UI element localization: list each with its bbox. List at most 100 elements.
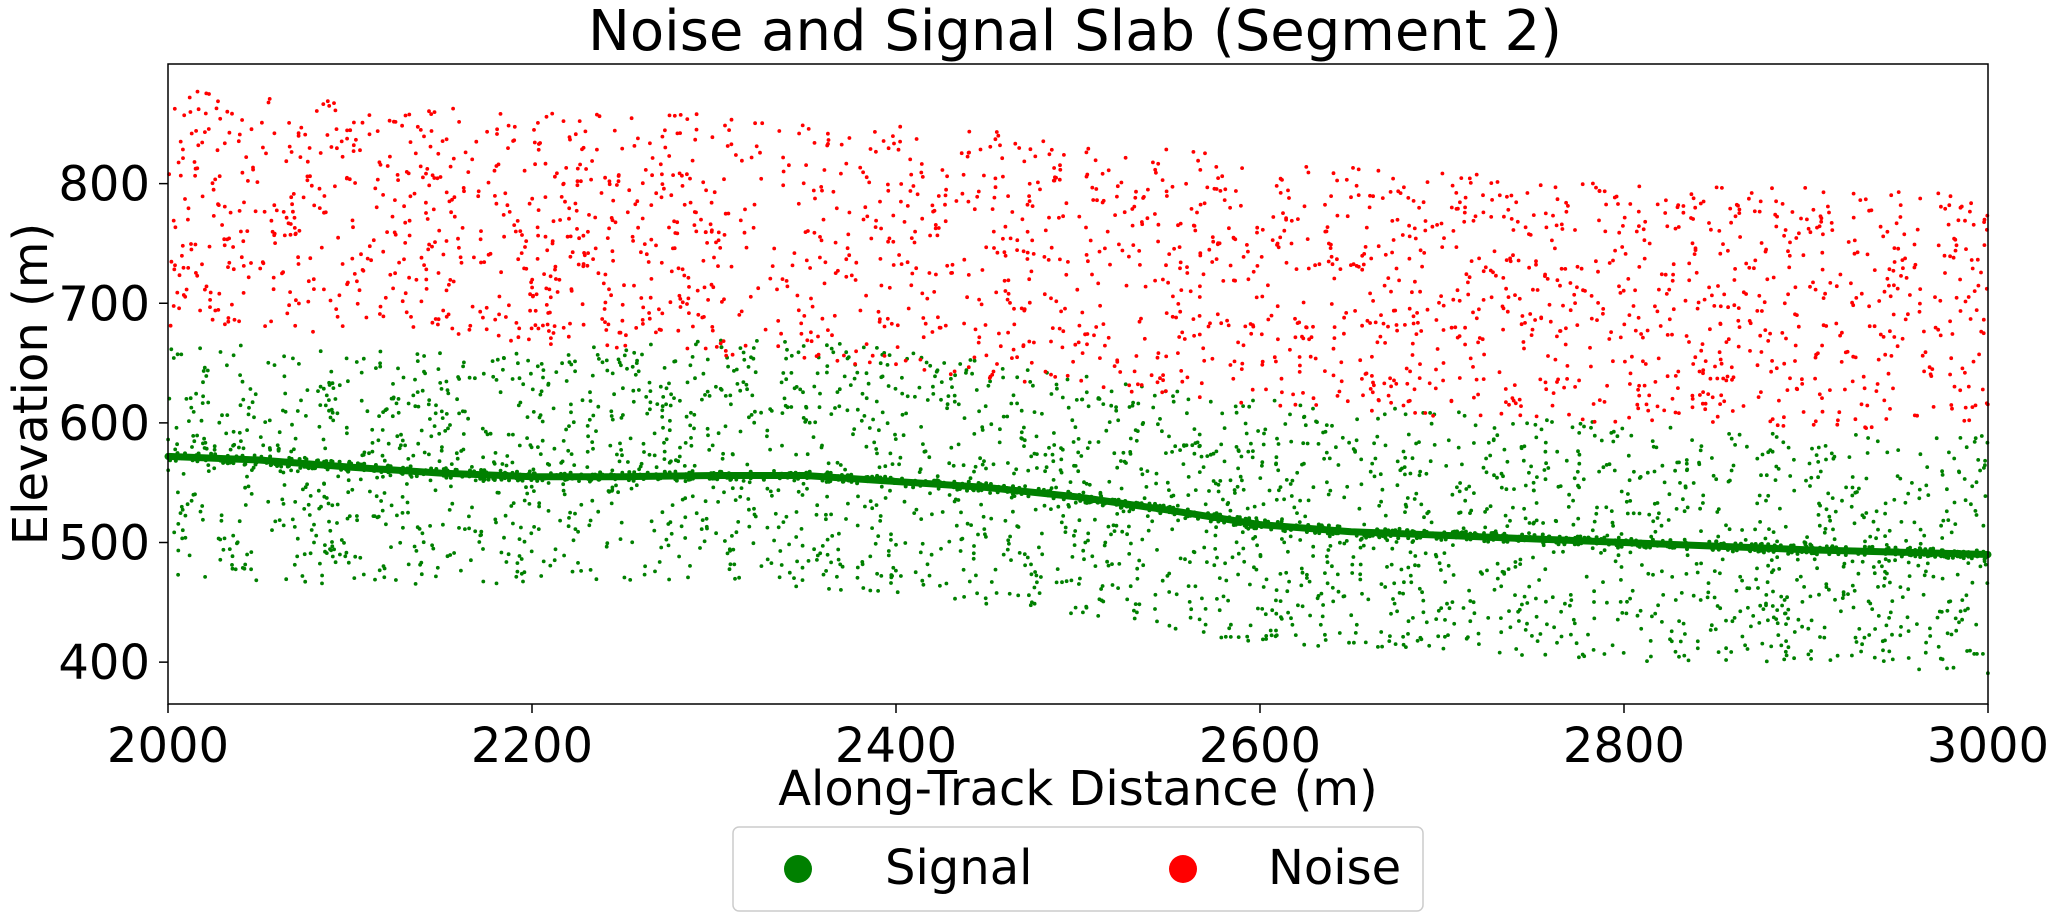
signal-point — [1818, 635, 1822, 639]
noise-point — [845, 246, 850, 251]
signal-point — [1947, 599, 1951, 604]
signal-point — [590, 440, 595, 444]
signal-point — [1060, 395, 1065, 400]
signal-point — [1232, 488, 1237, 492]
signal-point — [282, 483, 287, 487]
noise-point — [1003, 224, 1008, 229]
noise-point — [255, 180, 260, 185]
noise-point — [249, 127, 254, 132]
signal-point — [495, 357, 500, 362]
signal-point — [1051, 478, 1056, 482]
noise-point — [632, 283, 636, 288]
noise-point — [226, 265, 230, 269]
signal-point — [1134, 438, 1139, 443]
signal-point — [668, 418, 672, 423]
noise-point — [1232, 359, 1237, 364]
noise-point — [1389, 289, 1393, 294]
signal-point — [376, 438, 381, 443]
noise-point — [809, 330, 813, 335]
signal-point — [1940, 657, 1945, 662]
noise-point — [1138, 263, 1142, 267]
signal-point — [1023, 563, 1027, 568]
noise-point — [777, 129, 782, 133]
signal-point — [218, 557, 223, 562]
noise-point — [296, 255, 300, 260]
noise-point — [799, 331, 804, 336]
noise-point — [1534, 414, 1539, 419]
noise-point — [694, 229, 699, 234]
signal-point — [768, 407, 773, 411]
noise-point — [1134, 354, 1139, 358]
signal-point — [530, 387, 535, 392]
noise-point — [1390, 219, 1395, 223]
signal-point — [1850, 653, 1854, 658]
signal-point — [1637, 476, 1642, 480]
noise-point — [522, 266, 526, 271]
signal-point — [1284, 478, 1289, 482]
noise-point — [749, 155, 754, 160]
signal-point — [370, 427, 375, 432]
signal-point — [588, 518, 593, 523]
signal-point — [967, 579, 972, 584]
noise-point — [710, 328, 715, 333]
signal-point — [1619, 489, 1624, 494]
noise-point — [702, 315, 706, 319]
noise-point — [1449, 398, 1454, 403]
noise-point — [902, 220, 907, 224]
signal-point — [569, 410, 573, 415]
signal-point — [878, 361, 883, 366]
signal-point — [1242, 559, 1247, 564]
noise-point — [1762, 300, 1767, 305]
signal-point — [1055, 567, 1060, 571]
signal-point — [862, 414, 867, 418]
noise-point — [1179, 288, 1184, 292]
noise-point — [1724, 340, 1729, 344]
signal-point — [1883, 557, 1888, 562]
signal-point — [1511, 505, 1515, 510]
signal-point — [1966, 606, 1970, 611]
signal-ground-point — [434, 467, 439, 471]
signal-point — [1123, 382, 1128, 387]
signal-point — [1859, 649, 1863, 654]
signal-point — [784, 356, 788, 361]
noise-point — [694, 112, 699, 117]
noise-point — [1643, 219, 1648, 224]
signal-point — [494, 520, 498, 525]
signal-point — [1852, 521, 1857, 526]
noise-point — [414, 277, 419, 282]
signal-point — [659, 545, 664, 550]
noise-point — [820, 188, 824, 193]
noise-point — [1850, 300, 1854, 305]
noise-point — [1630, 354, 1634, 359]
noise-point — [1563, 342, 1568, 347]
noise-point — [1403, 323, 1407, 327]
noise-point — [991, 229, 996, 234]
noise-point — [1677, 411, 1681, 415]
signal-point — [889, 532, 893, 537]
noise-point — [1622, 215, 1627, 220]
signal-point — [1392, 601, 1397, 606]
signal-point — [1469, 508, 1474, 513]
noise-point — [484, 327, 489, 332]
signal-point — [664, 386, 669, 391]
noise-point — [407, 112, 412, 117]
noise-point — [553, 264, 558, 269]
noise-point — [408, 140, 413, 145]
noise-point — [340, 262, 345, 266]
signal-point — [1292, 505, 1297, 510]
noise-point — [281, 210, 286, 214]
signal-point — [358, 555, 363, 560]
noise-point — [882, 354, 887, 358]
signal-point — [1650, 614, 1654, 619]
noise-point — [662, 186, 666, 191]
signal-point — [266, 499, 271, 504]
signal-point — [864, 371, 869, 376]
signal-point — [517, 554, 522, 558]
signal-point — [1551, 550, 1556, 554]
noise-point — [1049, 339, 1053, 344]
noise-point — [1725, 374, 1730, 379]
noise-point — [258, 266, 263, 271]
noise-point — [244, 155, 249, 160]
signal-point — [1544, 461, 1548, 466]
signal-point — [374, 494, 379, 499]
